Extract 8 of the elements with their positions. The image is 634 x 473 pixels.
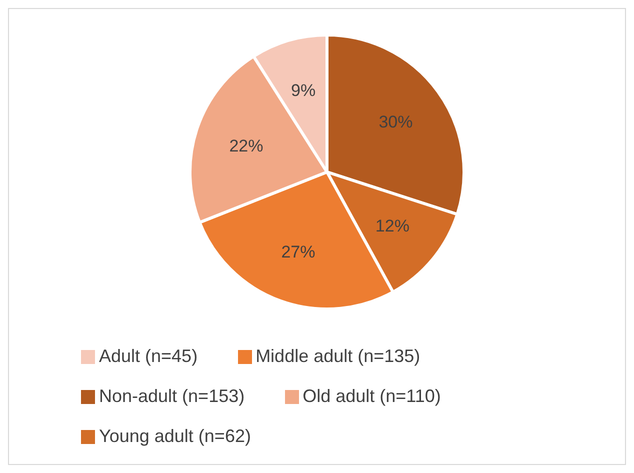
legend-label: Non-adult (n=153) xyxy=(99,386,245,406)
data-label: 30% xyxy=(378,112,413,132)
legend-label: Middle adult (n=135) xyxy=(256,346,420,366)
legend-label: Old adult (n=110) xyxy=(302,386,441,406)
data-label: 27% xyxy=(281,242,316,262)
legend-label: Adult (n=45) xyxy=(99,346,198,366)
legend-label: Young adult (n=62) xyxy=(99,426,251,446)
data-label: 12% xyxy=(375,216,410,236)
